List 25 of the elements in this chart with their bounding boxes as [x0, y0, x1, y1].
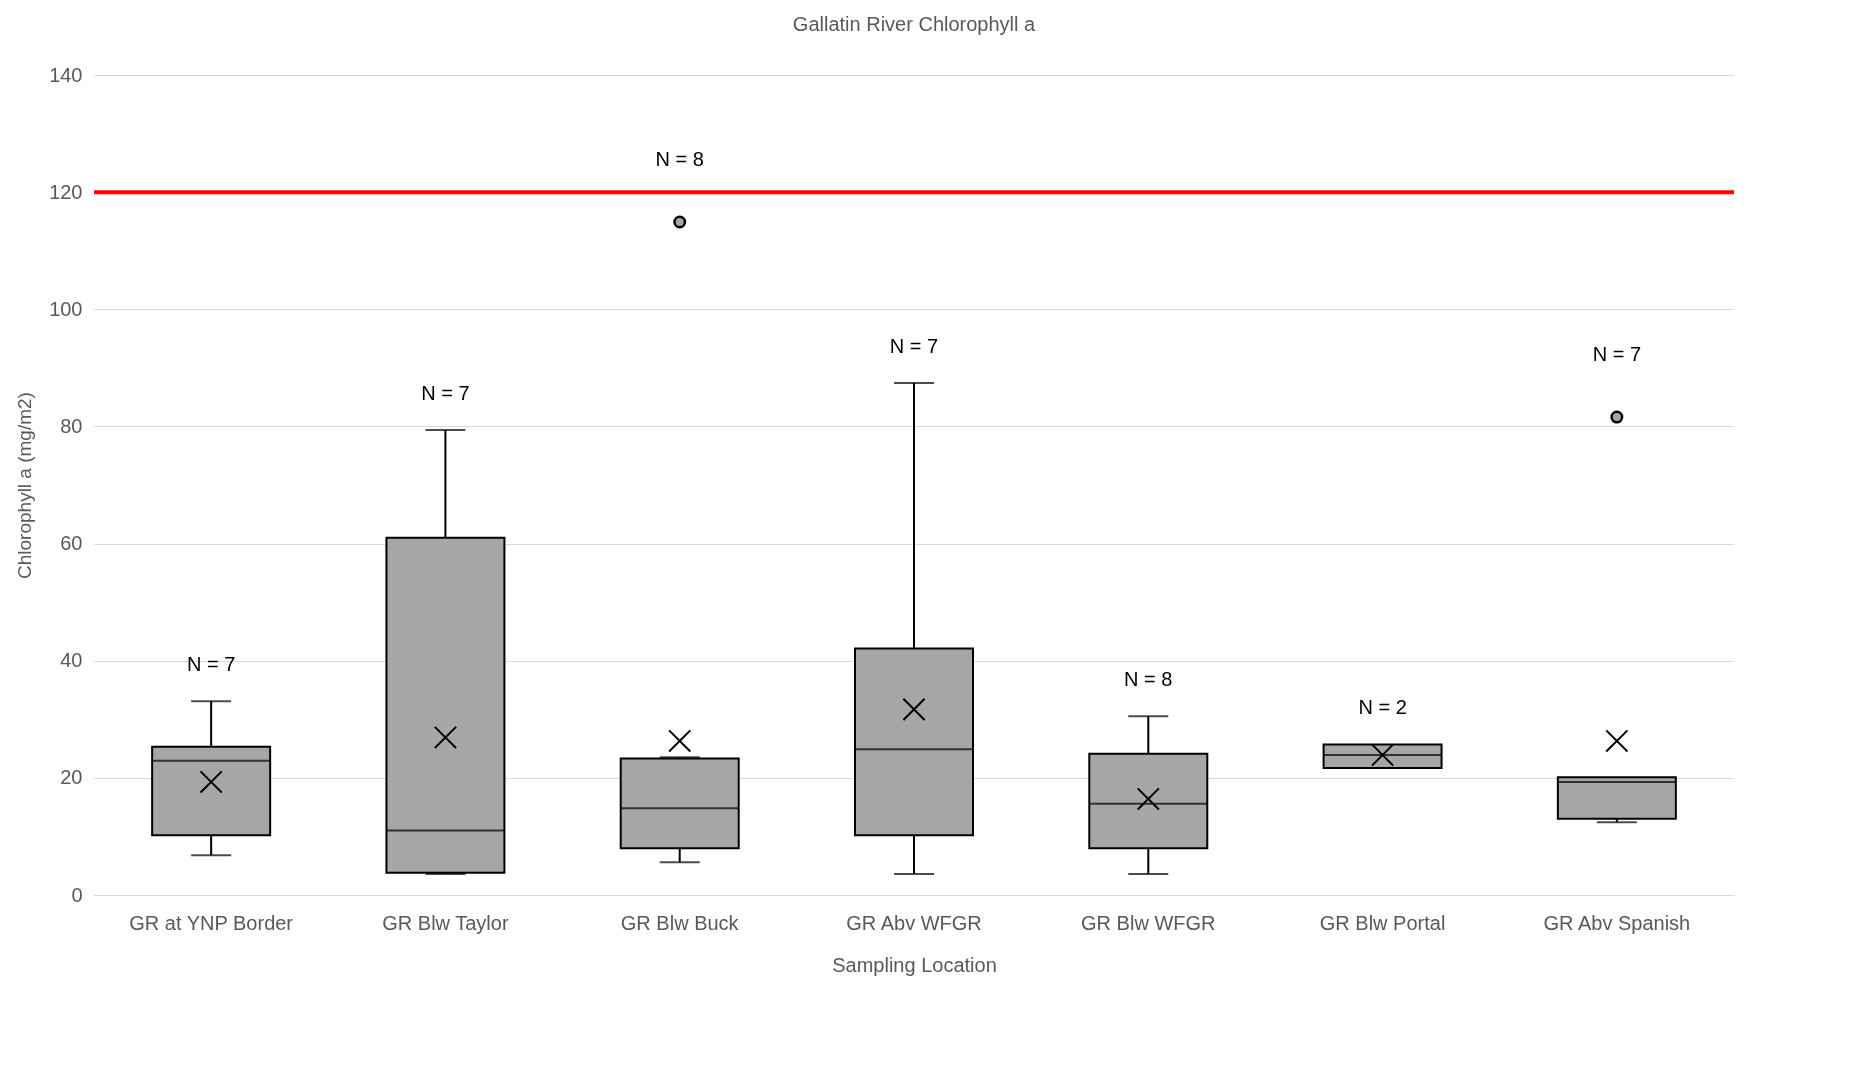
x-tick-label: GR Abv Spanish	[1543, 911, 1691, 934]
annotation: N = 7	[421, 381, 470, 404]
chart-title: Gallatin River Chlorophyll a	[792, 13, 1037, 35]
y-tick-label: 80	[60, 414, 83, 437]
x-axis-title: Sampling Location	[832, 953, 997, 976]
x-tick-label: GR Blw Buck	[620, 911, 740, 934]
y-tick-label: 60	[60, 532, 83, 555]
y-tick-label: 120	[49, 180, 83, 203]
x-tick-label: GR Blw Taylor	[382, 911, 509, 934]
x-tick-label: GR Abv WFGR	[846, 911, 982, 934]
annotation: N = 7	[186, 653, 236, 676]
annotation: N = 2	[1358, 696, 1407, 719]
annotation: N = 7	[889, 335, 939, 358]
annotation: N = 7	[1592, 343, 1642, 366]
annotation: N = 8	[655, 148, 704, 171]
y-tick-label: 40	[60, 649, 83, 672]
x-tick-label: GR at YNP Border	[129, 911, 294, 934]
y-tick-label: 140	[49, 63, 83, 86]
y-tick-label: 20	[60, 766, 83, 789]
y-tick-label: 0	[71, 883, 83, 906]
x-tick-label: GR Blw Portal	[1319, 911, 1446, 934]
y-axis-title: Chlorophyll a (mg/m2)	[14, 392, 36, 579]
y-tick-label: 100	[49, 297, 83, 320]
x-tick-label: GR Blw WFGR	[1081, 911, 1216, 934]
annotation: N = 8	[1124, 668, 1173, 691]
